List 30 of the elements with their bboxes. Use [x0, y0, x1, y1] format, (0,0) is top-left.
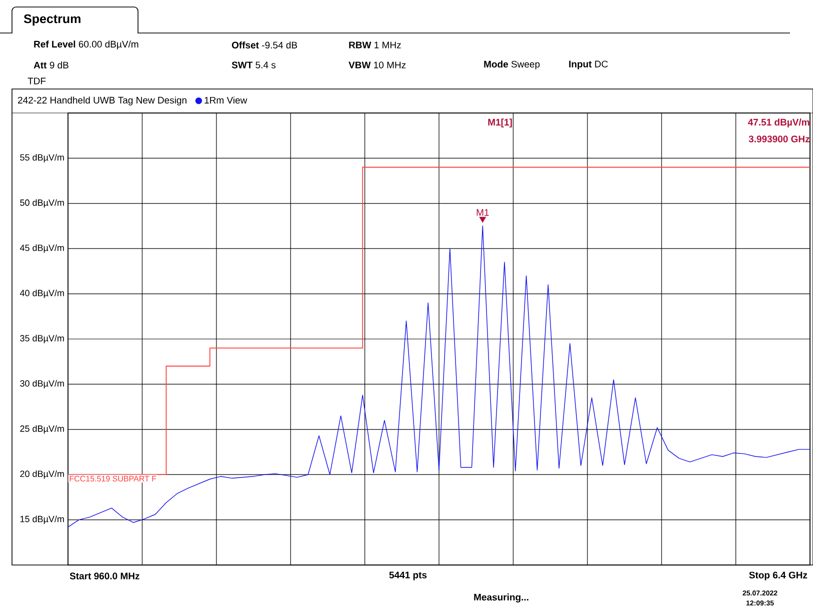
series-label: FCC15.519 SUBPART F: [70, 476, 156, 482]
y-tick-label: 55 dBµV/m: [20, 154, 64, 162]
y-tick-label: 45 dBµV/m: [20, 244, 64, 253]
y-tick-label: 20 dBµV/m: [20, 470, 64, 479]
text: Measuring...: [474, 594, 528, 602]
text: 5441 pts: [389, 572, 427, 580]
annotation: 47.51 dBµV/m: [748, 118, 810, 128]
chart-title: Spectrum: [24, 14, 80, 26]
chart-subtitle: 242-22 Handheld UWB Tag New Design: [18, 96, 186, 106]
y-tick-label: 25 dBµV/m: [20, 425, 64, 434]
y-tick-label: 50 dBµV/m: [20, 199, 64, 208]
y-tick-label: 30 dBµV/m: [20, 380, 64, 388]
text: Mode Sweep: [484, 60, 540, 70]
text: Offset -9.54 dB: [232, 42, 298, 48]
text: Start 960.0 MHz: [70, 572, 140, 580]
text: SWT 5.4 s: [232, 62, 276, 68]
legend-label: 1Rm View: [204, 96, 248, 104]
annotation: M1: [476, 209, 489, 216]
y-tick-label: 35 dBµV/m: [20, 334, 64, 344]
text: TDF: [28, 78, 46, 84]
annotation: M1[1]: [488, 118, 512, 128]
y-tick-label: 15 dBµV/m: [20, 516, 64, 524]
y-tick-label: 40 dBµV/m: [20, 290, 64, 298]
text: Ref Level 60.00 dBµV/m: [34, 40, 138, 50]
text: Att 9 dB: [34, 62, 68, 68]
text: RBW 1 MHz: [349, 42, 401, 48]
text: VBW 10 MHz: [348, 62, 406, 68]
annotation: 3.993900 GHz: [748, 136, 810, 142]
text: Input DC: [569, 60, 608, 70]
text: Stop 6.4 GHz: [749, 572, 808, 580]
